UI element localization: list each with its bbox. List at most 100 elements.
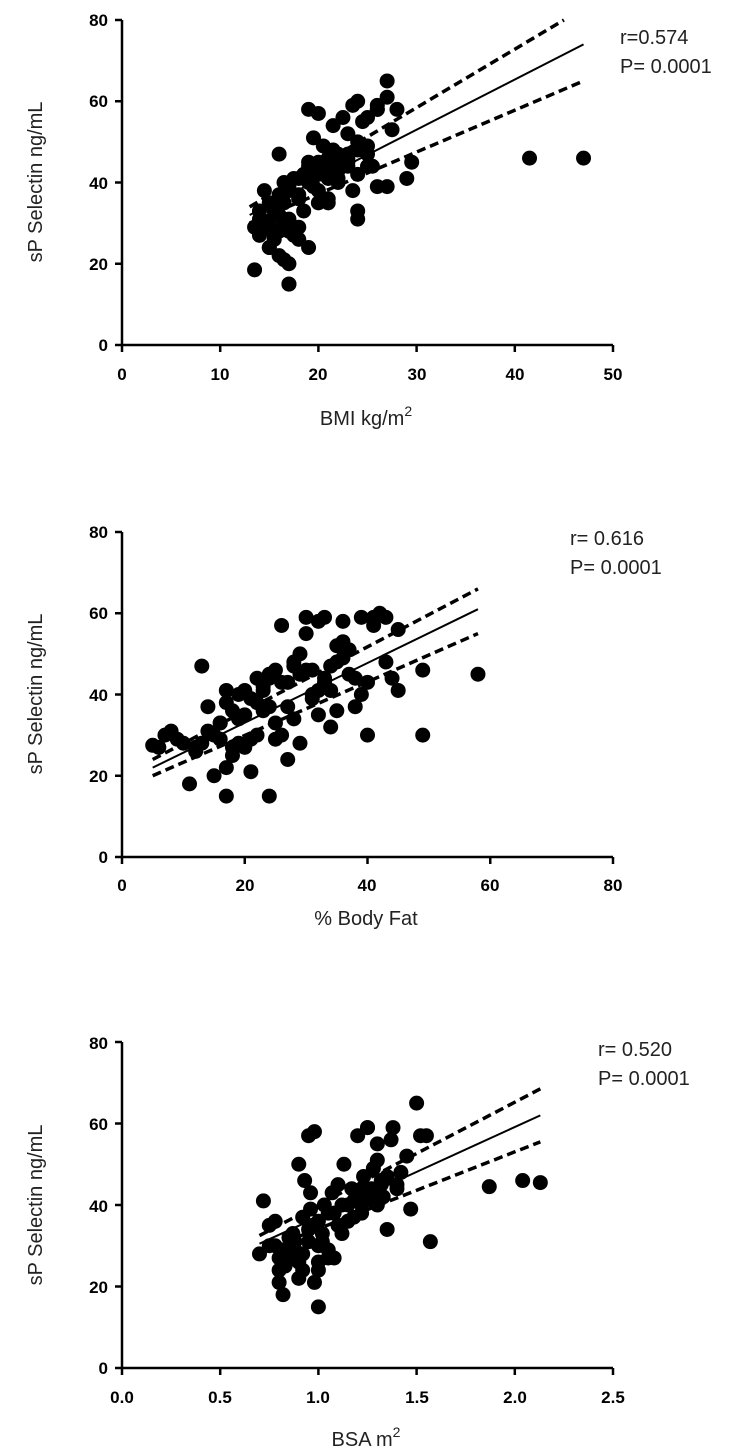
y-axis-title: sP Selectin ng/mL	[25, 614, 47, 775]
p-value-annotation: P= 0.0001	[570, 557, 662, 579]
data-points	[145, 605, 486, 804]
data-point	[360, 1185, 375, 1201]
data-point	[390, 622, 406, 637]
data-point	[266, 227, 282, 243]
y-tick-label: 20	[89, 255, 108, 274]
p-value-annotation: P= 0.0001	[598, 1068, 690, 1090]
x-axis-title-text: BMI kg/m	[320, 408, 404, 430]
data-point	[323, 658, 339, 674]
data-point	[280, 752, 296, 767]
data-point	[360, 727, 375, 743]
x-tick-label: 10	[211, 365, 230, 384]
data-point	[347, 699, 363, 715]
data-point	[243, 764, 259, 780]
data-point	[276, 252, 292, 268]
y-tick-label: 40	[89, 1197, 108, 1216]
y-tick-labels: 0 20 40 60 80	[89, 523, 108, 867]
data-point	[224, 739, 240, 755]
y-tick-labels: 0 20 40 60 80	[89, 11, 108, 355]
data-point	[354, 1197, 370, 1213]
data-point	[271, 1262, 287, 1278]
y-tick-label: 40	[89, 686, 108, 705]
data-point	[291, 1156, 307, 1172]
data-point	[366, 617, 382, 633]
data-point	[399, 1148, 415, 1164]
data-point	[275, 1287, 291, 1303]
x-tick-label: 0	[117, 365, 126, 384]
data-point	[330, 1217, 346, 1233]
x-tick-label: 20	[309, 365, 328, 384]
data-point	[379, 1221, 395, 1237]
x-tick-label: 80	[604, 876, 623, 895]
data-point	[256, 183, 272, 199]
data-point	[301, 1234, 317, 1250]
y-tick-label: 80	[89, 1034, 108, 1053]
data-point	[310, 707, 326, 723]
data-point	[291, 170, 307, 186]
data-point	[271, 146, 287, 162]
data-point	[360, 1120, 375, 1136]
data-point	[576, 150, 592, 166]
data-point	[291, 1270, 307, 1286]
data-point	[418, 1128, 434, 1144]
data-point	[379, 73, 395, 89]
y-axis-title: sP Selectin ng/mL	[25, 1125, 47, 1286]
data-point	[481, 1179, 497, 1195]
data-point	[291, 231, 307, 247]
x-axis-title: % Body Fat	[314, 908, 418, 930]
data-point	[330, 170, 346, 186]
data-point	[271, 1274, 287, 1290]
tick-marks	[115, 18, 615, 352]
x-tick-label: 0	[117, 876, 126, 895]
data-point	[295, 1209, 311, 1225]
data-point	[292, 735, 308, 751]
data-point	[347, 670, 363, 686]
data-point	[314, 1226, 330, 1242]
data-point	[346, 1209, 362, 1225]
data-point	[249, 695, 265, 711]
data-point	[310, 1254, 326, 1270]
data-point	[212, 715, 228, 731]
data-point	[369, 101, 385, 117]
data-point	[379, 89, 395, 105]
data-point	[353, 609, 369, 625]
data-point	[330, 1177, 346, 1193]
data-point	[389, 1181, 405, 1197]
x-axis-title-superscript: 2	[393, 1424, 401, 1440]
data-point	[182, 776, 198, 792]
data-point	[415, 727, 431, 743]
data-point	[281, 1242, 297, 1258]
data-point	[385, 1120, 401, 1136]
data-point	[350, 93, 366, 109]
confidence-band-upper	[258, 1087, 542, 1238]
x-tick-label: 2.5	[601, 1388, 625, 1407]
data-point	[255, 682, 271, 698]
data-point	[409, 1095, 425, 1111]
data-point	[369, 1136, 385, 1152]
chart-bmi: 0 10 20 30 40 50 0 20 40 60 80 sP Select…	[25, 11, 712, 430]
data-point	[345, 183, 361, 199]
data-point	[274, 617, 290, 633]
data-point	[206, 768, 222, 784]
data-point	[390, 682, 406, 698]
data-point	[261, 240, 277, 255]
x-axis-title-superscript: 2	[404, 403, 412, 419]
data-point	[301, 101, 317, 117]
data-point	[243, 731, 259, 747]
data-point	[194, 658, 210, 674]
data-point	[218, 760, 234, 776]
data-point	[399, 170, 415, 186]
data-point	[393, 1164, 409, 1180]
x-tick-labels: 0 10 20 30 40 50	[117, 365, 622, 384]
data-point	[403, 1201, 419, 1217]
data-point	[281, 276, 297, 292]
data-point	[247, 262, 263, 278]
data-point	[422, 1234, 438, 1250]
data-point	[286, 711, 302, 727]
data-point	[415, 662, 431, 678]
data-point	[218, 695, 234, 711]
y-tick-label: 80	[89, 11, 108, 30]
data-point	[267, 1213, 283, 1229]
x-tick-label: 2.0	[503, 1388, 527, 1407]
